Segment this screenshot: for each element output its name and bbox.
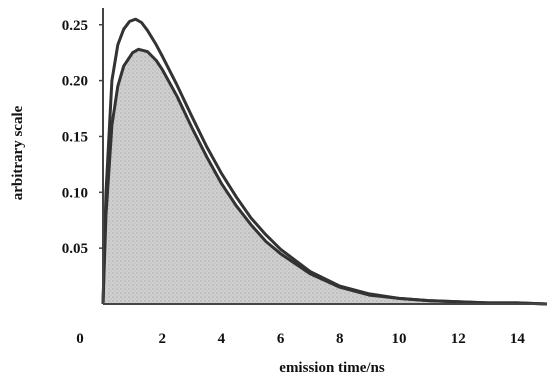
x-tick-label: 10 [392, 331, 407, 347]
x-tick-label: 12 [451, 331, 466, 347]
axes [102, 8, 547, 305]
x-tick-label: 6 [277, 331, 285, 347]
y-tick-label: 0.25 [62, 18, 88, 34]
y-axis-title: arbitrary scale [10, 105, 26, 200]
series-1-area [103, 49, 547, 304]
x-tick-label: 4 [218, 331, 226, 347]
y-tick-label: 0.15 [62, 129, 88, 145]
x-tick-labels: 0 2 4 6 8 10 12 14 [76, 331, 525, 347]
y-tick-label: 0.20 [62, 74, 88, 90]
y-tick-label: 0.05 [62, 241, 88, 257]
y-tick-labels: 0.05 0.10 0.15 0.20 0.25 [62, 18, 103, 257]
series-2-line [101, 17, 548, 306]
x-tick-label: 8 [336, 331, 344, 347]
x-axis-title: emission time/ns [279, 360, 385, 376]
x-tick-label: 2 [158, 331, 166, 347]
y-tick-label: 0.10 [62, 185, 88, 201]
x-tick-label: 14 [510, 331, 526, 347]
x-tick-label: 0 [76, 331, 84, 347]
plot-area [101, 17, 548, 306]
